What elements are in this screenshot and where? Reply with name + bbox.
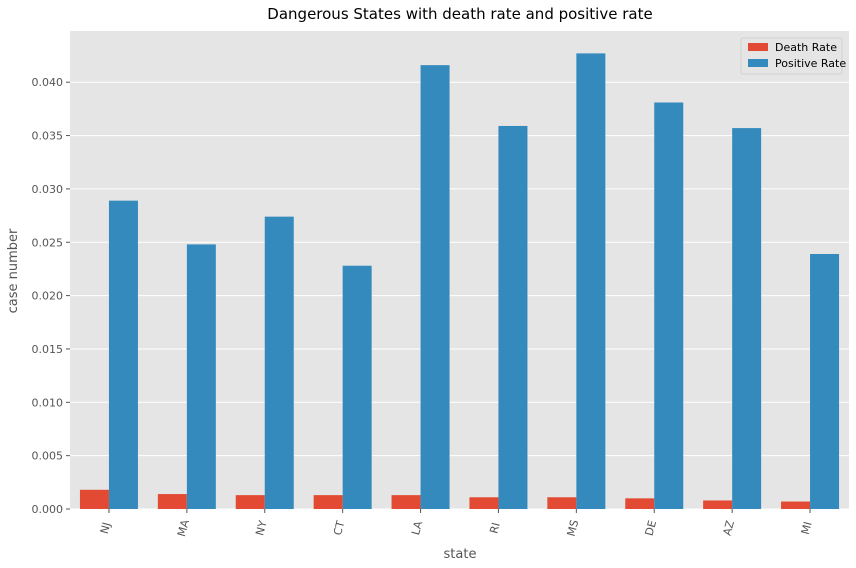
bar-positive-rate-ny [264,216,294,509]
bar-positive-rate-la [420,65,450,510]
y-tick-label: 0.005 [32,450,64,463]
y-tick-label: 0.000 [32,503,64,516]
y-tick-label: 0.020 [32,290,64,303]
bar-positive-rate-de [654,102,684,510]
y-tick-label: 0.025 [32,236,64,249]
legend-entry-label: Positive Rate [775,57,846,70]
y-axis-label: case number [6,228,21,313]
y-tick-label: 0.015 [32,343,64,356]
chart-title: Dangerous States with death rate and pos… [267,5,652,23]
bar-positive-rate-mi [810,253,840,509]
x-tick-label-ct: CT [331,519,347,537]
bar-positive-rate-ri [498,125,528,509]
x-tick-label-ri: RI [487,521,502,535]
bar-death-rate-ri [469,497,499,509]
y-tick-label: 0.010 [32,396,64,409]
bar-death-rate-az [703,500,733,509]
x-tick-label-ma: MA [175,518,192,538]
bar-death-rate-ny [235,495,265,509]
y-tick-label: 0.030 [32,183,64,196]
y-axis: 0.000 0.005 0.010 0.015 0.020 0.025 0.030 0.035… [32,76,70,516]
y-tick-label: 0.040 [32,76,64,89]
x-tick-label-mi: MI [799,520,815,536]
legend: Death Rate Positive Rate [740,37,846,75]
bar-death-rate-ct [313,495,343,509]
x-tick-label-nj: NJ [98,521,114,535]
x-tick-label-ms: MS [565,518,582,537]
bars [79,53,840,510]
bar-positive-rate-ma [186,244,216,509]
x-tick-label-az: AZ [721,519,738,537]
legend-swatch [748,59,768,67]
bar-death-rate-de [625,498,655,509]
x-axis: NJ MA NY CT LA RI MS DE AZ MI [98,509,815,538]
x-axis-label: state [444,547,477,562]
bar-positive-rate-nj [108,200,138,509]
bar-death-rate-ma [157,494,187,509]
bar-positive-rate-az [732,128,762,509]
legend-swatch [748,43,768,51]
bar-positive-rate-ct [342,265,372,509]
bar-death-rate-mi [781,501,811,509]
bar-death-rate-nj [79,489,109,509]
x-tick-label-de: DE [643,519,660,537]
x-tick-label-la: LA [409,519,425,536]
y-tick-label: 0.035 [32,130,64,143]
bar-death-rate-la [391,495,421,509]
x-tick-label-ny: NY [253,519,269,537]
bar-positive-rate-ms [576,53,606,509]
bar-death-rate-ms [547,497,577,509]
legend-entry-label: Death Rate [775,41,837,54]
